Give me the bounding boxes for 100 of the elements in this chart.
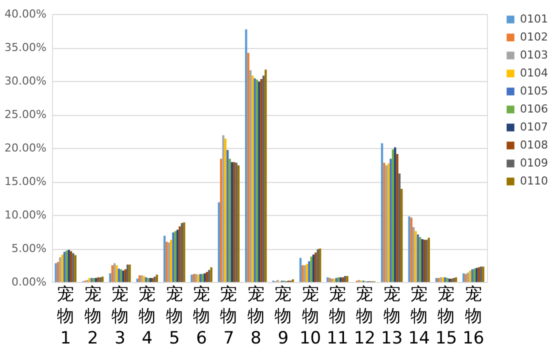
bar	[480, 266, 482, 282]
x-tick-label: 宠物8	[247, 284, 264, 348]
bar	[178, 226, 181, 282]
bar	[230, 162, 234, 282]
bar	[316, 249, 319, 282]
bar	[308, 261, 310, 282]
bar	[56, 262, 60, 282]
bar	[262, 76, 265, 282]
y-tick-label: 0.00%	[12, 276, 46, 288]
bar	[54, 263, 57, 282]
bar	[414, 231, 417, 282]
x-tick-label: 宠物13	[381, 284, 403, 348]
bar	[254, 78, 256, 282]
bar	[138, 275, 141, 282]
bar	[344, 276, 346, 282]
bar	[63, 252, 66, 282]
legend-label: 0109	[520, 156, 548, 170]
bar	[88, 278, 91, 282]
x-tick-label: 宠物15	[435, 284, 458, 348]
bar	[473, 268, 476, 282]
bar	[435, 278, 438, 282]
bar	[398, 173, 401, 282]
bar	[170, 240, 172, 282]
legend-label: 0105	[520, 84, 548, 98]
bar	[383, 162, 386, 282]
legend-label: 0110	[520, 174, 548, 188]
bar	[180, 223, 184, 282]
bar	[258, 82, 260, 282]
legend-label: 0106	[520, 102, 548, 116]
bar	[482, 266, 484, 282]
bar	[149, 278, 152, 282]
legend-label: 0107	[520, 120, 548, 134]
bar	[448, 278, 451, 282]
bar	[299, 258, 302, 282]
bar	[247, 52, 250, 282]
bar	[390, 158, 392, 282]
bar	[306, 264, 308, 282]
bar	[120, 269, 122, 282]
bar	[224, 138, 227, 282]
bar	[109, 273, 112, 282]
legend-label: 0101	[520, 12, 548, 26]
x-tick-label: 宠物7	[220, 284, 238, 348]
bar	[260, 78, 262, 282]
bar	[256, 80, 258, 282]
bar	[192, 274, 196, 282]
bar	[118, 268, 120, 282]
bar	[163, 236, 166, 282]
x-tick-label: 宠物2	[84, 284, 102, 348]
y-tick-label: 35.00%	[4, 41, 46, 54]
legend-label: 0104	[520, 66, 548, 80]
y-tick-label: 5.00%	[12, 242, 46, 255]
bar	[222, 135, 224, 282]
bar	[218, 202, 220, 282]
x-tick-label: 宠物6	[193, 284, 210, 348]
bar	[249, 70, 252, 282]
x-tick-label: 宠物9	[274, 284, 292, 348]
bar	[94, 278, 98, 282]
bar	[392, 149, 394, 282]
bar	[206, 272, 208, 282]
bar	[416, 234, 420, 282]
bar	[396, 154, 398, 282]
bar	[412, 227, 415, 282]
bar	[172, 232, 174, 282]
bar	[380, 143, 384, 282]
bar	[59, 257, 62, 282]
legend-label: 0103	[520, 48, 548, 62]
x-tick-label: 宠物14	[408, 284, 430, 348]
bar	[330, 278, 334, 282]
bar	[228, 158, 231, 282]
bar	[70, 251, 72, 282]
bar	[466, 272, 470, 282]
bar	[310, 256, 312, 282]
bar	[113, 263, 116, 282]
bar	[176, 230, 179, 282]
bar	[136, 278, 138, 282]
bar	[252, 76, 254, 282]
y-tick-label: 30.00%	[4, 74, 46, 88]
bar	[226, 150, 229, 282]
x-tick-label: 宠物1	[57, 284, 74, 348]
bar	[116, 265, 118, 282]
x-tick-label: 宠物11	[326, 284, 348, 348]
bar	[400, 188, 403, 282]
x-tick-label: 宠物12	[354, 284, 376, 348]
bar	[220, 158, 222, 282]
bar	[237, 165, 240, 282]
bar	[410, 218, 413, 282]
bar	[156, 274, 158, 282]
y-tick-label: 25.00%	[4, 108, 46, 121]
bar	[126, 264, 129, 282]
bar	[174, 231, 177, 282]
bar	[61, 254, 64, 282]
bar	[312, 254, 315, 282]
bar	[111, 265, 114, 282]
x-tick-label: 宠物3	[111, 284, 128, 348]
legend-label: 0102	[520, 30, 548, 44]
y-tick-label: 10.00%	[4, 208, 46, 222]
bar	[183, 222, 186, 282]
bar	[314, 252, 317, 282]
bar	[264, 70, 267, 282]
bar	[387, 163, 390, 282]
